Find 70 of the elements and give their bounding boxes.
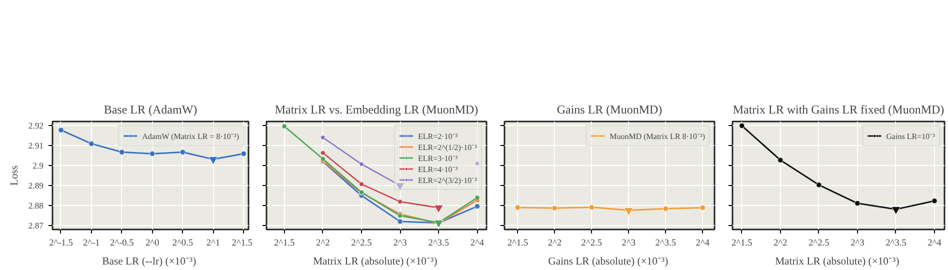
point <box>359 162 364 166</box>
point <box>739 122 745 128</box>
x-tick-label: 2^2.5 <box>351 238 372 248</box>
x-tick-label: 2^1.5 <box>274 238 296 248</box>
y-tick-label: 2.91 <box>28 140 44 150</box>
legend-label: AdamW (Matrix LR = 8·10⁻³) <box>142 131 239 141</box>
point <box>359 182 364 187</box>
y-tick-label: 2.92 <box>28 120 44 130</box>
x-tick-label: 2^3 <box>622 238 636 248</box>
point <box>474 195 480 200</box>
point <box>150 150 156 156</box>
x-tick-label: 2^1.5 <box>232 238 253 248</box>
y-tick-label: 2.89 <box>28 180 44 190</box>
x-tick-label: 2^3.5 <box>428 238 450 248</box>
point <box>474 161 480 166</box>
point <box>854 200 860 206</box>
x-tick-label: 2^2.5 <box>808 238 830 248</box>
x-axis-title: Matrix LR (absolute) (×10⁻³) <box>775 256 900 268</box>
x-tick-label: 2^2.5 <box>581 238 602 248</box>
y-tick-label: 2.9 <box>32 160 44 170</box>
x-tick-label: 2^2 <box>316 238 330 248</box>
point <box>282 124 287 129</box>
legend-label: Gains LR=10⁻³ <box>886 131 935 141</box>
x-axis-title: Matrix LR (absolute) (×10⁻³) <box>313 256 438 268</box>
x-tick-label: 2^2 <box>548 238 562 248</box>
x-tick-label: 2^4 <box>928 238 942 248</box>
legend-label: MuonMD (Matrix LR 8·10⁻³) <box>610 131 705 141</box>
legend-label: ELR=2^(3/2)·10⁻³ <box>418 175 477 185</box>
x-tick-label: 2^4 <box>470 238 484 248</box>
point <box>778 157 784 163</box>
point <box>474 204 480 210</box>
point <box>320 156 326 162</box>
x-tick-label: 2^1.5 <box>732 238 753 248</box>
legend-label: ELR=3·10⁻³ <box>418 153 458 163</box>
x-tick-label: 2^-0.5 <box>110 238 134 248</box>
x-tick-label: 2^3.5 <box>655 238 676 248</box>
y-tick-label: 2.87 <box>28 220 44 230</box>
point <box>240 150 246 156</box>
x-tick-label: 2^-1.5 <box>49 238 74 248</box>
chart-title: Base LR (AdamW) <box>104 102 198 116</box>
x-tick-label: 2^3 <box>393 238 408 248</box>
chart-title: Gains LR (MuonMD) <box>556 102 662 116</box>
point <box>320 150 326 156</box>
point <box>816 182 822 188</box>
y-tick-label: 2.88 <box>28 200 44 210</box>
x-tick-label: 2^3 <box>850 238 865 248</box>
point <box>397 218 403 224</box>
legend-label: ELR=2^(1/2)·10⁻³ <box>418 142 477 152</box>
x-tick-label: 2^2 <box>774 238 788 248</box>
legend-label: ELR=4·10⁻³ <box>418 164 458 174</box>
x-tick-label: 2^4 <box>696 238 710 248</box>
x-tick-label: 2^1.5 <box>507 238 528 248</box>
chart-title: Matrix LR with Gains LR fixed (MuonMD) <box>732 102 944 116</box>
x-axis-title: Gains LR (absolute) (×10⁻³) <box>548 256 669 268</box>
point <box>119 149 125 155</box>
x-tick-label: 2^0.5 <box>172 238 194 248</box>
chart-title: Matrix LR vs. Embedding LR (MuonMD) <box>274 102 478 116</box>
y-axis-title: Loss <box>9 165 20 186</box>
x-axis-title: Base LR (--lr) (×10⁻³) <box>102 256 197 268</box>
point <box>320 135 326 140</box>
x-tick-label: 2^0 <box>145 238 160 248</box>
point <box>932 198 938 204</box>
point <box>398 199 402 204</box>
x-tick-label: 2^-1 <box>83 238 100 248</box>
point <box>58 127 64 133</box>
x-tick-label: 2^1 <box>206 238 220 248</box>
x-tick-label: 2^3.5 <box>886 238 907 248</box>
point <box>88 140 94 146</box>
point <box>180 149 186 155</box>
legend-label: ELR=2·10⁻³ <box>418 131 458 141</box>
